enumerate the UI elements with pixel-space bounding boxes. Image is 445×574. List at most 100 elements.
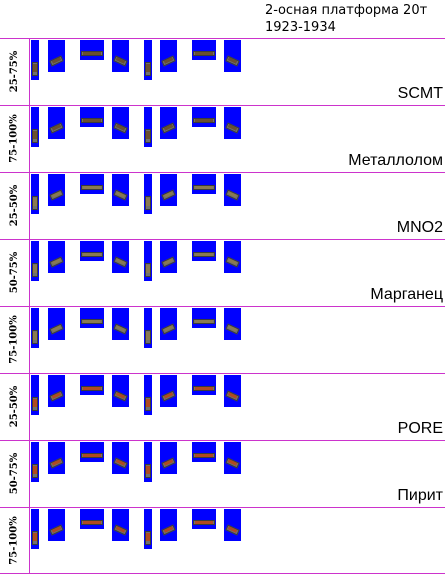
load-percent-label: 75-100% [0,507,29,574]
wagon-cargo [33,131,37,139]
wagon-sprite [224,375,241,407]
grid-line-horizontal [0,105,445,106]
wagon-sprite [160,107,177,139]
wagon-cargo [33,399,37,407]
wagon-cargo [83,521,101,524]
wagon-cargo [83,253,101,256]
title-line-2: 1923-1934 [265,20,336,35]
wagon-cargo [146,265,150,273]
load-percent-label: 75-100% [0,306,29,373]
wagon-sprite [192,241,216,261]
wagon-sprite [144,442,152,482]
cargo-label: SCMT [397,85,443,102]
sprite-row: 25-50% PORE [0,373,445,440]
wagon-sprite [31,308,39,348]
wagon-sprite [48,174,65,206]
wagon-cargo [195,387,213,390]
wagon-sprite [48,107,65,139]
wagon-sprite [224,509,241,541]
wagon-sprite [224,107,241,139]
cargo-label: PORE [397,420,443,437]
wagon-sprite [80,107,104,127]
wagon-sprite [31,442,39,482]
wagon-sprite [160,241,177,273]
sprite-row: 25-50% MNO2 [0,172,445,239]
wagon-cargo [146,533,150,541]
grid-line-horizontal [0,306,445,307]
sprite-row: 25-75% SCMT [0,38,445,105]
wagon-sprite [192,40,216,60]
sprite-row: 75-100% Металлолом [0,105,445,172]
cargo-label: MNO2 [396,219,443,236]
wagon-sprite [192,375,216,395]
wagon-sprite [144,107,152,147]
load-percent-text: 75-100% [9,114,21,163]
cargo-label: Марганец [370,286,443,303]
wagon-sprite [80,174,104,194]
wagon-sprite [80,241,104,261]
wagon-sprite [31,241,39,281]
wagon-sprite [48,308,65,340]
grid-line-horizontal [0,38,445,39]
wagon-sprite [48,509,65,541]
load-percent-label: 75-100% [0,105,29,172]
wagon-sprite [160,375,177,407]
wagon-sprite [160,174,177,206]
wagon-cargo [83,52,101,55]
wagon-sprite [144,241,152,281]
wagon-sprite [224,308,241,340]
wagon-cargo [146,466,150,474]
wagon-sprite [80,308,104,328]
grid-line-horizontal [0,172,445,173]
load-percent-label: 50-75% [0,440,29,507]
load-percent-label: 25-50% [0,373,29,440]
wagon-cargo [146,198,150,206]
wagon-sprite [31,107,39,147]
wagon-cargo [195,186,213,189]
wagon-sprite [112,40,129,72]
sheet-title: 2-осная платформа 20т 1923-1934 [265,2,427,36]
wagon-cargo [146,64,150,72]
cargo-label: Пирит [397,487,443,504]
wagon-cargo [33,533,37,541]
wagon-sprite [144,308,152,348]
wagon-cargo [83,186,101,189]
wagon-sprite [192,174,216,194]
cargo-label: Металлолом [348,152,443,169]
wagon-cargo [83,119,101,122]
sprite-row: 75-100% [0,306,445,373]
wagon-sprite [48,375,65,407]
wagon-cargo [33,64,37,72]
load-percent-text: 50-75% [9,452,21,495]
load-percent-text: 25-50% [9,385,21,428]
wagon-cargo [195,253,213,256]
load-percent-label: 25-50% [0,172,29,239]
wagon-cargo [33,265,37,273]
load-percent-text: 25-75% [9,50,21,93]
wagon-sprite [31,40,39,80]
wagon-sprite [112,174,129,206]
load-percent-text: 75-100% [9,315,21,364]
wagon-sprite [80,40,104,60]
wagon-cargo [195,521,213,524]
sprite-row: 50-75% Марганец [0,239,445,306]
wagon-sprite [224,442,241,474]
title-line-1: 2-осная платформа 20т [265,3,428,18]
wagon-sprite [160,308,177,340]
grid-line-horizontal [0,373,445,374]
wagon-cargo [83,320,101,323]
wagon-sprite [224,40,241,72]
wagon-sprite [144,375,152,415]
wagon-cargo [33,198,37,206]
wagon-sprite [31,509,39,549]
wagon-cargo [146,332,150,340]
load-percent-text: 50-75% [9,251,21,294]
wagon-sprite [80,509,104,529]
wagon-cargo [195,454,213,457]
wagon-sprite [192,509,216,529]
wagon-sprite [112,442,129,474]
wagon-cargo [83,387,101,390]
wagon-sprite [144,40,152,80]
wagon-cargo [83,454,101,457]
